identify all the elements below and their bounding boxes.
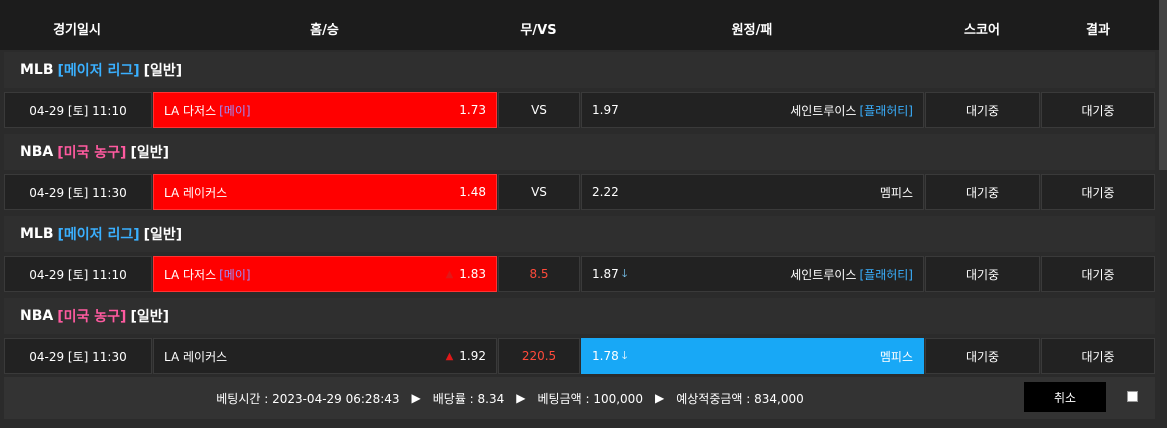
odds: 2.22 [592, 185, 619, 199]
col-header: 홈/승 [310, 22, 339, 38]
header-bar [0, 0, 1167, 50]
bet-amount: 베팅금액 : 100,000 [537, 391, 643, 406]
datetime: 04-29 [토] 11:10 [4, 256, 152, 292]
league: [메이저 리그] [57, 63, 140, 79]
team: LA 다저스 [164, 267, 217, 282]
score: 대기중 [925, 174, 1040, 210]
down-arrow: 🡓 [621, 348, 628, 362]
kind: [일반] [130, 145, 169, 161]
up-arrow: ▲ [445, 350, 454, 362]
league: [미국 농구] [57, 309, 127, 325]
kind: [일반] [143, 63, 183, 79]
down-arrow: 🡓 [621, 266, 628, 280]
sep: ▶ [516, 391, 526, 405]
odds-total: 배당률 : 8.34 [432, 391, 505, 406]
home-odds-cell[interactable]: LA 다저스 [메이] 1.73 [153, 92, 497, 128]
col-header: 경기일시 [53, 22, 101, 38]
away-odds-cell[interactable]: 1.78 🡓 멤피스 [581, 338, 924, 374]
team: 멤피스 [879, 185, 913, 200]
away-odds-cell[interactable]: 1.87 🡓 세인트루이스 [플래허티] [581, 256, 924, 292]
col-header: 무/VS [520, 22, 557, 38]
odds: 1.97 [592, 103, 619, 117]
expected-win: 예상적중금액 : 834,000 [676, 391, 804, 406]
bet-time: 베팅시간 : 2023-04-29 06:28:43 [216, 391, 400, 406]
team: 멤피스 [879, 349, 913, 364]
draw-cell[interactable]: VS [498, 92, 580, 128]
home-odds-cell[interactable]: LA 레이커스 1.48 [153, 174, 497, 210]
odds: 1.78 [592, 349, 619, 363]
col-header: 스코어 [964, 22, 1000, 38]
sport: MLB [20, 226, 54, 242]
odds: 1.92 [459, 349, 486, 363]
datetime: 04-29 [토] 11:30 [4, 174, 152, 210]
result: 대기중 [1041, 174, 1155, 210]
pitcher: [플래허티] [859, 103, 913, 118]
league: [미국 농구] [57, 145, 127, 161]
sport: NBA [20, 144, 54, 160]
pitcher: [메이] [219, 103, 251, 118]
away-odds-cell[interactable]: 2.22 멤피스 [581, 174, 924, 210]
league-bar: NBA [미국 농구] [일반] [4, 298, 1155, 334]
odds: 1.83 [459, 267, 486, 281]
sport: NBA [20, 308, 54, 324]
league-bar: NBA [미국 농구] [일반] [4, 134, 1155, 170]
score: 대기중 [925, 92, 1040, 128]
odds: 1.87 [592, 267, 619, 281]
draw-cell[interactable]: 8.5 [498, 256, 580, 292]
score: 대기중 [925, 256, 1040, 292]
up-arrow: ▲ [445, 268, 454, 280]
team: 세인트루이스 [790, 267, 857, 282]
away-odds-cell[interactable]: 1.97 세인트루이스 [플래허티] [581, 92, 924, 128]
team: LA 레이커스 [164, 185, 228, 200]
team: LA 레이커스 [164, 349, 228, 364]
pitcher: [메이] [219, 267, 251, 282]
league: [메이저 리그] [57, 227, 140, 243]
datetime: 04-29 [토] 11:30 [4, 338, 152, 374]
kind: [일반] [143, 227, 183, 243]
odds: 1.73 [459, 103, 486, 117]
bet-summary: 베팅시간 : 2023-04-29 06:28:43 ▶ 배당률 : 8.34 ▶ … [150, 377, 870, 419]
team: 세인트루이스 [790, 103, 857, 118]
checkbox[interactable] [1127, 391, 1138, 402]
score: 대기중 [925, 338, 1040, 374]
league-bar: MLB [메이저 리그] [일반] [4, 216, 1155, 252]
sep: ▶ [654, 391, 665, 405]
odds: 1.48 [459, 185, 486, 199]
datetime: 04-29 [토] 11:10 [4, 92, 152, 128]
cancel-button[interactable]: 취소 [1024, 382, 1106, 412]
home-odds-cell[interactable]: LA 다저스 [메이] ▲ 1.83 [153, 256, 497, 292]
scrollbar [1159, 0, 1167, 170]
home-odds-cell[interactable]: LA 레이커스 ▲ 1.92 [153, 338, 497, 374]
result: 대기중 [1041, 256, 1155, 292]
pitcher: [플래허티] [859, 267, 913, 282]
draw-cell[interactable]: VS [498, 174, 580, 210]
result: 대기중 [1041, 92, 1155, 128]
col-header: 결과 [1086, 22, 1110, 38]
league-bar: MLB [메이저 리그] [일반] [4, 52, 1155, 88]
footer-bar [4, 377, 1155, 419]
col-header: 원정/패 [731, 22, 773, 38]
kind: [일반] [130, 309, 169, 325]
draw-cell[interactable]: 220.5 [498, 338, 580, 374]
sep: ▶ [411, 391, 421, 405]
team: LA 다저스 [164, 103, 217, 118]
result: 대기중 [1041, 338, 1155, 374]
sport: MLB [20, 62, 54, 78]
